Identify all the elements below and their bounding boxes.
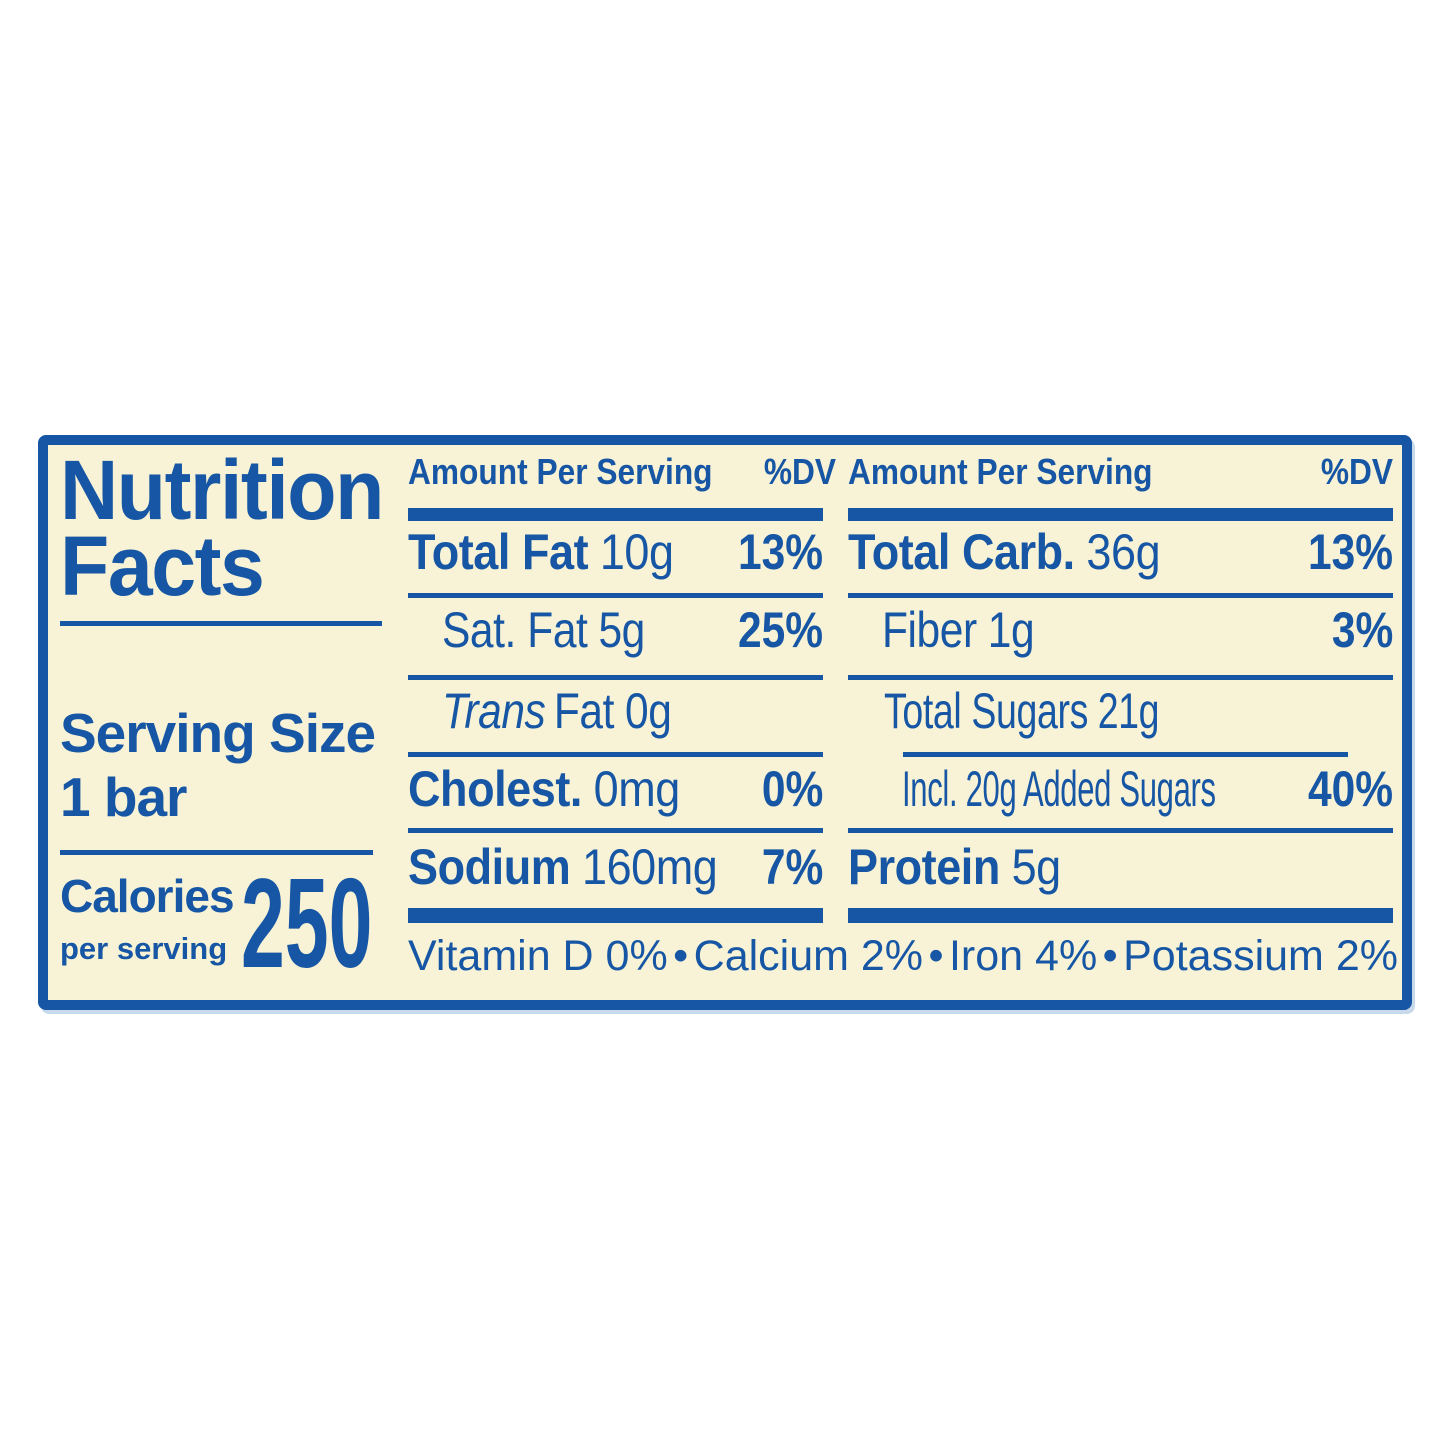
footnote-item: Vitamin D 0% xyxy=(408,932,668,980)
dv-header: %DV xyxy=(763,451,837,492)
nutrient-row: Sat. Fat 5g 25% xyxy=(408,602,823,660)
nutrient-column: Amount Per Serving %DV Total Fat 10g 13% Sat.… xyxy=(408,445,836,1000)
nutrient-row: Total Sugars 21g xyxy=(848,683,1393,741)
footnote-item: Calcium 2% xyxy=(693,932,924,980)
amount-per-serving-header: Amount Per Serving xyxy=(408,451,713,492)
title-underline-rule xyxy=(60,621,382,626)
nutrient-name: Fat xyxy=(553,683,615,739)
nutrient-name: Incl. 20g Added Sugars xyxy=(902,761,1216,817)
footer-thick-bar xyxy=(848,908,1393,923)
calories-value: 250 xyxy=(241,852,373,994)
nutrient-name: Total Carb. xyxy=(848,524,1075,580)
nutrient-row: Incl. 20g Added Sugars 40% xyxy=(848,761,1393,819)
footnote-item: Potassium 2% xyxy=(1123,932,1398,980)
nutrient-amount: 160mg xyxy=(581,839,718,895)
bullet-separator: • xyxy=(673,932,689,980)
nutrient-amount: 21g xyxy=(1097,683,1160,739)
separator-rule xyxy=(848,593,1393,598)
nutrient-row: Fiber 1g 3% xyxy=(848,602,1393,660)
serving-size: Serving Size 1 bar xyxy=(60,701,376,829)
nutrient-amount: 10g xyxy=(599,524,674,580)
header-thick-bar xyxy=(848,508,1393,521)
separator-rule xyxy=(848,828,1393,833)
nutrient-amount: 5g xyxy=(598,602,645,658)
serving-size-label: Serving Size xyxy=(60,702,376,764)
nutrient-name: Fiber xyxy=(882,602,977,658)
footnote-row: Vitamin D 0% • Calcium 2% • Iron 4% • Potassiu… xyxy=(408,930,1398,988)
column-header-row: Amount Per Serving %DV xyxy=(408,449,836,495)
daily-value: 40% xyxy=(1307,761,1393,817)
daily-value: 13% xyxy=(737,524,823,580)
nutrient-amount: 1g xyxy=(987,602,1035,658)
nutrient-amount: 0mg xyxy=(593,761,681,817)
separator-rule xyxy=(408,675,823,680)
nutrient-amount: 0g xyxy=(625,683,672,739)
nutrient-name-italic: Trans xyxy=(442,683,546,739)
nutrient-name: Sodium xyxy=(408,839,571,895)
nutrient-row: Sodium 160mg 7% xyxy=(408,839,823,897)
separator-rule xyxy=(408,593,823,598)
nutrient-amount: 36g xyxy=(1086,524,1161,580)
daily-value: 0% xyxy=(761,761,823,817)
nutrient-row: Cholest. 0mg 0% xyxy=(408,761,823,819)
header-thick-bar xyxy=(408,508,823,521)
daily-value: 25% xyxy=(737,602,823,658)
bullet-separator: • xyxy=(928,932,944,980)
nutrient-name: Protein xyxy=(848,839,1000,895)
nutrient-amount: 5g xyxy=(1011,839,1062,895)
bullet-separator: • xyxy=(1102,932,1118,980)
separator-rule xyxy=(408,828,823,833)
nutrient-column: Amount Per Serving %DV Total Carb. 36g 13% Fi… xyxy=(848,445,1393,1000)
nutrient-name: Cholest. xyxy=(408,761,582,817)
separator-rule xyxy=(408,752,823,757)
nutrient-name: Sat. Fat xyxy=(442,602,588,658)
daily-value: 7% xyxy=(761,839,823,895)
footer-thick-bar xyxy=(408,908,823,923)
nutrient-row: Total Fat 10g 13% xyxy=(408,524,823,582)
amount-per-serving-header: Amount Per Serving xyxy=(848,451,1153,492)
nutrition-facts-panel: Nutrition Facts Serving Size 1 bar Calor… xyxy=(38,435,1412,1010)
nutrient-row: Protein 5g xyxy=(848,839,1393,897)
nutrient-row: Trans Fat 0g xyxy=(408,683,823,741)
serving-underline-rule xyxy=(60,850,373,855)
separator-rule xyxy=(848,675,1393,680)
added-sugars-rule xyxy=(903,752,1348,757)
calories-label: Calories xyxy=(60,870,235,922)
daily-value: 3% xyxy=(1331,602,1393,658)
dv-header: %DV xyxy=(1320,451,1393,492)
serving-size-value: 1 bar xyxy=(60,766,187,828)
nutrient-name: Total Fat xyxy=(408,524,589,580)
column-header-row: Amount Per Serving %DV xyxy=(848,449,1393,495)
panel-title-line1: Nutrition xyxy=(60,443,384,537)
panel-title-line2: Facts xyxy=(60,519,265,613)
nutrient-row: Total Carb. 36g 13% xyxy=(848,524,1393,582)
footnote-item: Iron 4% xyxy=(948,932,1098,980)
calories-subtext: per serving xyxy=(60,931,228,966)
daily-value: 13% xyxy=(1307,524,1393,580)
nutrient-name: Total Sugars xyxy=(884,683,1088,739)
panel-title: Nutrition Facts xyxy=(60,443,384,613)
